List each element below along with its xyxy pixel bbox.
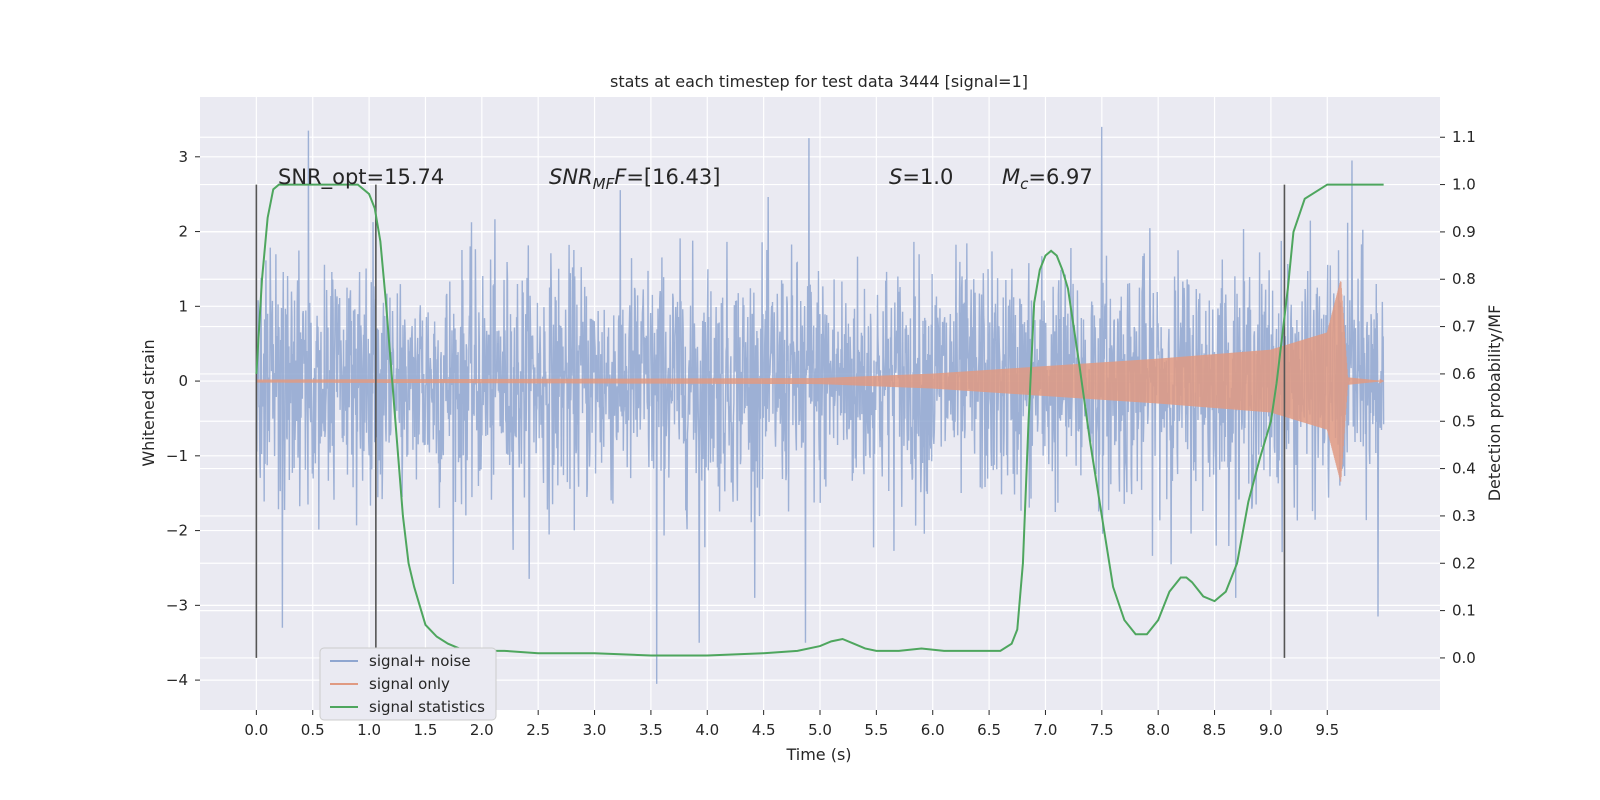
x-tick-label: 5.0: [808, 721, 832, 739]
y-tick-label: 3: [178, 148, 188, 166]
y-tick-label: 0: [178, 372, 188, 390]
x-tick-label: 5.5: [864, 721, 888, 739]
y-tick-label: −2: [166, 522, 188, 540]
series-signal-statistics: [255, 183, 1384, 657]
y2-tick-label: 1.1: [1452, 128, 1476, 146]
x-tick-label: 6.0: [921, 721, 945, 739]
x-tick-label: 7.0: [1034, 721, 1058, 739]
y-axis-label: Whitened strain: [139, 339, 158, 466]
annotation-s-sym: S: [889, 165, 902, 189]
legend: signal+ noise signal only signal statist…: [319, 647, 497, 721]
x-tick-label: 6.5: [977, 721, 1001, 739]
x-tick-label: 8.5: [1203, 721, 1227, 739]
y2-tick-label: 0.0: [1452, 649, 1476, 667]
x-tick-label: 3.0: [583, 721, 607, 739]
annotation-s: S=1.0: [889, 165, 953, 189]
x-tick-label: 1.5: [414, 721, 438, 739]
annotation-mc-sub: c: [1020, 175, 1029, 193]
annotation-snr-mf-sub: MF: [593, 175, 615, 193]
legend-label-signal-statistics: signal statistics: [369, 698, 485, 716]
ticks: 0.0 0.5 1.0 1.5 2.0 2.5 3.0 3.5 4.0 4.5 5.0 5.5 6.0 6…: [166, 128, 1476, 739]
y-tick-label: −1: [166, 447, 188, 465]
y2-axis-label: Detection probability/MF: [1485, 305, 1504, 502]
y2-tick-label: 0.6: [1452, 365, 1476, 383]
y-tick-label: −4: [166, 671, 188, 689]
x-tick-label: 0.0: [244, 721, 268, 739]
x-tick-label: 2.5: [526, 721, 550, 739]
annotation-mc: Mc=6.97: [1002, 165, 1093, 193]
y2-tick-label: 0.3: [1452, 507, 1476, 525]
annotation-mc-sym: M: [1002, 165, 1020, 189]
y2-tick-label: 0.2: [1452, 554, 1476, 572]
y2-tick-label: 0.1: [1452, 602, 1476, 620]
x-tick-label: 9.0: [1259, 721, 1283, 739]
series-signal-only: [255, 281, 1384, 482]
x-tick-label: 4.5: [752, 721, 776, 739]
y2-tick-label: 0.5: [1452, 412, 1476, 430]
plot-content: [255, 126, 1385, 684]
annotation-snr-mf-f: F: [614, 165, 627, 189]
annotation-snr-opt: SNR_opt=15.74: [278, 165, 444, 190]
y2-tick-label: 0.9: [1452, 223, 1476, 241]
annotation-s-value: =1.0: [902, 165, 953, 189]
annotation-snr-mf: SNRMFF=[16.43]: [549, 165, 720, 193]
y-tick-label: −3: [166, 596, 188, 614]
annotation-mc-value: =6.97: [1028, 165, 1092, 189]
x-tick-label: 7.5: [1090, 721, 1114, 739]
y2-tick-label: 0.8: [1452, 270, 1476, 288]
legend-box: [319, 647, 497, 721]
legend-label-signal-only: signal only: [369, 675, 450, 693]
y-tick-label: 1: [178, 297, 188, 315]
y2-tick-label: 0.4: [1452, 460, 1476, 478]
x-tick-label: 3.5: [639, 721, 663, 739]
x-tick-label: 9.5: [1315, 721, 1339, 739]
annotation-snr-mf-value: =[16.43]: [626, 165, 720, 189]
x-axis-label: Time (s): [785, 745, 851, 764]
annotation-snr-mf-base: SNR: [549, 165, 593, 189]
chart-title: stats at each timestep for test data 344…: [610, 72, 1028, 91]
x-tick-label: 4.0: [695, 721, 719, 739]
y2-tick-label: 0.7: [1452, 318, 1476, 336]
legend-label-signal-noise: signal+ noise: [369, 652, 471, 670]
y2-tick-label: 1.0: [1452, 176, 1476, 194]
x-tick-label: 2.0: [470, 721, 494, 739]
x-tick-label: 8.0: [1146, 721, 1170, 739]
x-tick-label: 1.0: [357, 721, 381, 739]
x-tick-label: 0.5: [301, 721, 325, 739]
y-tick-label: 2: [178, 223, 188, 241]
